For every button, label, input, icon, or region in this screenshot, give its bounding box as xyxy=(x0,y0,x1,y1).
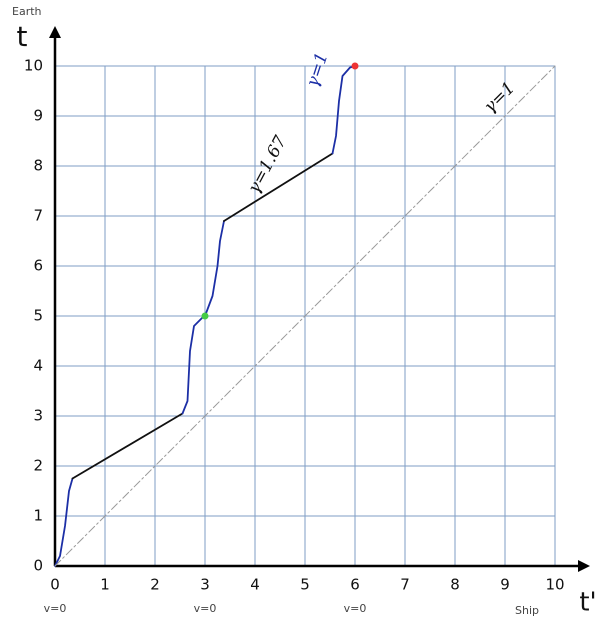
y-tick-label: 2 xyxy=(33,457,43,475)
x-tick-label: 4 xyxy=(250,576,260,594)
worldline xyxy=(223,152,334,222)
gamma-annotation: γ=1 xyxy=(480,78,519,117)
y-tick-label: 1 xyxy=(33,507,43,525)
y-tick-label: 4 xyxy=(33,357,43,375)
x-tick-label: 1 xyxy=(100,576,110,594)
y-axis-arrow xyxy=(49,26,61,38)
velocity-label: v=0 xyxy=(344,602,367,615)
velocity-label: v=0 xyxy=(194,602,217,615)
y-tick-label: 10 xyxy=(24,57,43,75)
y-tick-label: 3 xyxy=(33,407,43,425)
x-tick-label: 6 xyxy=(350,576,360,594)
x-caption: Ship xyxy=(515,604,539,617)
y-tick-label: 0 xyxy=(33,557,43,575)
reference-line xyxy=(54,65,556,567)
worldline xyxy=(54,477,74,567)
x-tick-label: 5 xyxy=(300,576,310,594)
gamma-annotation: γ=1.67 xyxy=(244,132,291,197)
event-point xyxy=(201,312,209,320)
y-tick-label: 5 xyxy=(33,307,43,325)
worldline xyxy=(71,412,184,480)
y-tick-label: 8 xyxy=(33,157,43,175)
x-tick-label: 9 xyxy=(500,576,510,594)
gamma-annotation: γ=1 xyxy=(303,50,333,90)
event-point xyxy=(351,62,359,70)
y-tick-label: 9 xyxy=(33,107,43,125)
x-axis-label: t' xyxy=(579,588,596,618)
x-tick-label: 0 xyxy=(50,576,60,594)
y-caption: Earth xyxy=(12,5,42,18)
x-tick-label: 2 xyxy=(150,576,160,594)
y-axis-label: t xyxy=(17,20,28,53)
x-tick-label: 10 xyxy=(545,576,564,594)
x-tick-label: 3 xyxy=(200,576,210,594)
y-tick-label: 6 xyxy=(33,257,43,275)
x-tick-label: 8 xyxy=(450,576,460,594)
worldline xyxy=(331,65,357,155)
x-axis-arrow xyxy=(578,560,590,572)
velocity-label: v=0 xyxy=(44,602,67,615)
x-tick-label: 7 xyxy=(400,576,410,594)
y-tick-label: 7 xyxy=(33,207,43,225)
